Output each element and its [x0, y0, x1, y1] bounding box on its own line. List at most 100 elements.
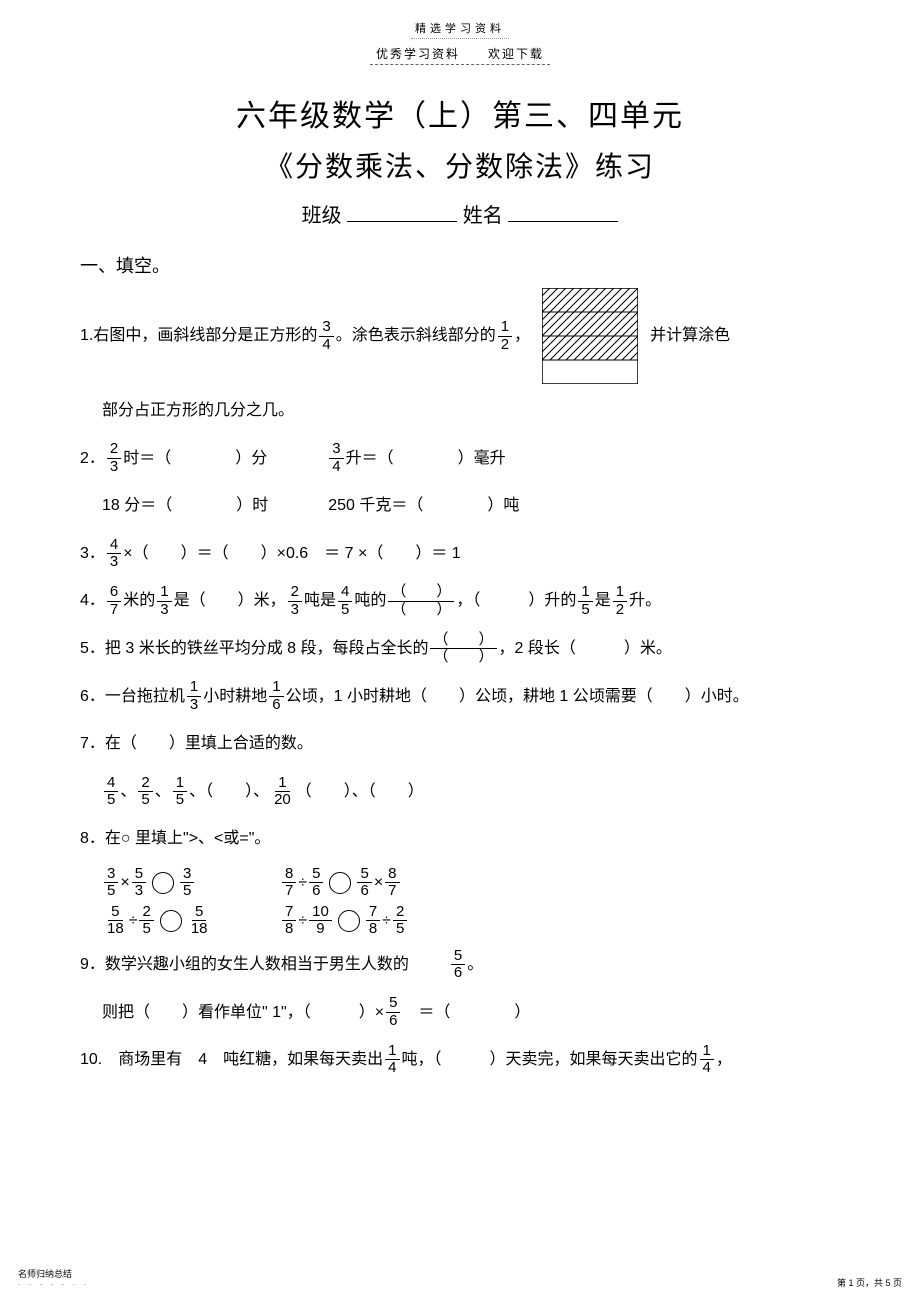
q8-r2b: 78 ÷ 109 78 ÷ 25	[280, 904, 450, 938]
footer-right: 第 1 页，共 5 页	[837, 1276, 902, 1289]
q7-f3: 15	[173, 775, 187, 809]
question-5: 5．把 3 米长的铁丝平均分成 8 段，每段占全长的 （ ） （ ） ，2 段长…	[80, 628, 840, 670]
q2-t2: 升＝（ ）毫升	[346, 438, 506, 480]
q1-frac-2: 1 2	[498, 319, 512, 353]
question-10: 10. 商场里有 4 吨红糖，如果每天卖出 14 吨，（ ）天卖完，如果每天卖出…	[80, 1039, 840, 1081]
q2-lead: 2．	[80, 438, 105, 480]
q4-frac-paren: （ ） （ ）	[388, 584, 454, 618]
compare-circle[interactable]	[160, 910, 182, 932]
q1-tail: 并计算涂色	[650, 315, 730, 357]
q10-lead: 10. 商场里有 4 吨红糖，如果每天卖出	[80, 1039, 383, 1081]
question-7: 7．在（ ）里填上合适的数。	[80, 723, 840, 765]
q4-t1: 米的	[123, 580, 155, 622]
q4-f2: 13	[157, 584, 171, 618]
question-9b: 则把（ ）看作单位" 1"，（ ）× 56 ＝（ ）	[80, 992, 840, 1034]
class-blank[interactable]	[347, 204, 457, 222]
page-subtitle: 《分数乘法、分数除法》练习	[80, 145, 840, 185]
q2-l2a: 18 分＝（ ）时	[102, 485, 268, 527]
q4-t6: 是	[595, 580, 611, 622]
q5-lead: 5．把 3 米长的铁丝平均分成 8 段，每段占全长的	[80, 628, 428, 670]
q1-after: ，	[514, 315, 530, 357]
q7-g1: 、（ ）、	[189, 771, 269, 813]
question-2: 2． 2 3 时＝（ ）分 3 4 升＝（ ）毫升	[80, 438, 840, 480]
q7-f1: 45	[104, 775, 118, 809]
footer-dots: - - - - - - -	[18, 1280, 89, 1289]
q2-frac-1: 2 3	[107, 441, 121, 475]
q1-mid: 。涂色表示斜线部分的	[336, 315, 496, 357]
q4-f1: 67	[107, 584, 121, 618]
question-1b: 部分占正方形的几分之几。	[80, 390, 840, 432]
top-watermark-text: 精选学习资料	[411, 20, 509, 39]
q6-t1: 小时耕地	[203, 676, 267, 718]
q9-l2b: ＝（ ）	[402, 992, 530, 1034]
q4-t4: 吨的	[354, 580, 386, 622]
q10-f1: 14	[385, 1043, 399, 1077]
q9-f2: 56	[386, 995, 400, 1029]
q9-f: 56	[451, 948, 465, 982]
q4-f6: 12	[613, 584, 627, 618]
q6-lead: 6．一台拖拉机	[80, 676, 185, 718]
q6-f2: 16	[269, 679, 283, 713]
q9-lead: 9．数学兴趣小组的女生人数相当于男生人数的	[80, 944, 409, 986]
q8-r1b: 87 ÷ 56 56 × 87	[280, 866, 450, 900]
q10-t1: 吨，（ ）天卖完，如果每天卖出它的	[402, 1039, 698, 1081]
q9-period: 。	[467, 944, 483, 986]
question-2b: 18 分＝（ ）时 250 千克＝（ ）吨	[80, 485, 840, 527]
question-6: 6．一台拖拉机 13 小时耕地 16 公顷，1 小时耕地（ ）公顷，耕地 1 公…	[80, 676, 840, 718]
q2-l2b: 250 千克＝（ ）吨	[328, 485, 519, 527]
square-diagram	[542, 288, 638, 384]
q6-f1: 13	[187, 679, 201, 713]
compare-circle[interactable]	[152, 872, 174, 894]
name-line: 班级 姓名	[80, 199, 840, 228]
question-7b: 45 、 25 、 15 、（ ）、 120 （ ）、（ ）	[102, 771, 840, 813]
top-watermark: 精选学习资料	[80, 20, 840, 39]
sub-header-text: 优秀学习资料 欢迎下载	[370, 45, 550, 65]
section-1-head: 一、填空。	[80, 252, 840, 278]
q2-t1: 时＝（ ）分	[123, 438, 267, 480]
question-8: 8．在○ 里填上">、<或="。	[80, 818, 840, 860]
q8-row1: 35 × 53 35 87 ÷ 56 56 × 87	[102, 866, 840, 900]
q2-frac-2: 3 4	[329, 441, 343, 475]
q7-lead: 7．在（ ）里填上合适的数。	[80, 723, 313, 765]
question-1: 1.右图中，画斜线部分是正方形的 3 4 。涂色表示斜线部分的 1 2 ，	[80, 288, 840, 384]
q5-frac-paren: （ ） （ ）	[430, 632, 496, 666]
q8-r1a: 35 × 53 35	[102, 866, 272, 900]
q8-r2a: 518 ÷ 25 518	[102, 904, 272, 938]
q7-f2: 25	[138, 775, 152, 809]
q1-frac-1: 3 4	[319, 319, 333, 353]
q4-t7: 升。	[629, 580, 661, 622]
q4-f5: 15	[578, 584, 592, 618]
page: 精选学习资料 优秀学习资料 欢迎下载 六年级数学（上）第三、四单元 《分数乘法、…	[0, 0, 920, 1303]
name-blank[interactable]	[508, 204, 618, 222]
q1-pre: 1.右图中，画斜线部分是正方形的	[80, 315, 317, 357]
page-title: 六年级数学（上）第三、四单元	[80, 91, 840, 135]
q1-line2: 部分占正方形的几分之几。	[102, 390, 294, 432]
q7-g2: （ ）、（ ）	[296, 771, 424, 813]
class-label: 班级	[302, 205, 342, 227]
q8-lead: 8．在○ 里填上">、<或="。	[80, 818, 270, 860]
q3-t: ×（ ）＝（ ）×0.6 ＝ 7 ×（ ）＝ 1	[123, 533, 460, 575]
question-3: 3． 4 3 ×（ ）＝（ ）×0.6 ＝ 7 ×（ ）＝ 1	[80, 533, 840, 575]
q4-f3: 23	[288, 584, 302, 618]
q5-t2: ，2 段长（ ）米。	[499, 628, 672, 670]
q9-l2a: 则把（ ）看作单位" 1"，（ ）×	[102, 992, 384, 1034]
q10-f2: 14	[700, 1043, 714, 1077]
sub-header: 优秀学习资料 欢迎下载	[80, 45, 840, 65]
q8-row2: 518 ÷ 25 518 78 ÷ 109 78 ÷ 25	[102, 904, 840, 938]
question-9: 9．数学兴趣小组的女生人数相当于男生人数的 56 。	[80, 944, 840, 986]
footer-left: 名师归纳总结 - - - - - - -	[18, 1267, 89, 1289]
q3-frac: 4 3	[107, 537, 121, 571]
q4-f4: 45	[338, 584, 352, 618]
compare-circle[interactable]	[329, 872, 351, 894]
q4-t5: ，（ ）升的	[456, 580, 576, 622]
name-label: 姓名	[463, 205, 503, 227]
compare-circle[interactable]	[338, 910, 360, 932]
q4-lead: 4．	[80, 580, 105, 622]
q3-lead: 3．	[80, 533, 105, 575]
q6-t2: 公顷，1 小时耕地（ ）公顷，耕地 1 公顷需要（ ）小时。	[286, 676, 749, 718]
q4-t3: 吨是	[304, 580, 336, 622]
q7-f4: 120	[271, 775, 294, 809]
q4-t2: 是（ ）米，	[174, 580, 286, 622]
q10-t2: ，	[716, 1039, 732, 1081]
footer-left-text: 名师归纳总结	[18, 1267, 89, 1280]
